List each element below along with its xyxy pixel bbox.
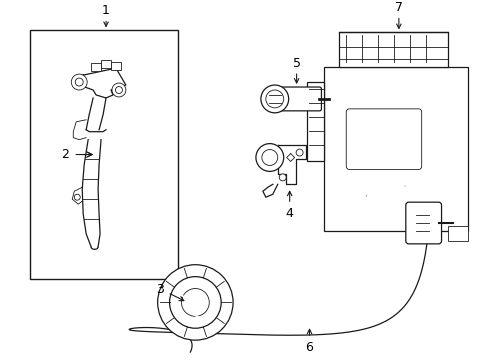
Bar — [448, 226, 468, 241]
Bar — [307, 82, 324, 162]
Circle shape — [256, 144, 284, 171]
Bar — [101, 60, 111, 68]
Bar — [29, 31, 178, 279]
Circle shape — [158, 265, 233, 340]
Text: 1: 1 — [102, 4, 110, 17]
Bar — [111, 62, 121, 70]
Text: ,: , — [364, 189, 367, 198]
Text: 3: 3 — [156, 283, 164, 296]
FancyBboxPatch shape — [346, 109, 422, 170]
Circle shape — [296, 149, 303, 156]
FancyBboxPatch shape — [406, 202, 441, 244]
Circle shape — [266, 90, 284, 108]
Text: 6: 6 — [306, 341, 314, 354]
Polygon shape — [182, 300, 191, 307]
Text: 5: 5 — [293, 57, 301, 70]
Text: 7: 7 — [395, 1, 403, 14]
Text: ,: , — [404, 181, 406, 187]
Text: 4: 4 — [286, 207, 294, 220]
Text: 2: 2 — [61, 148, 69, 161]
Bar — [91, 63, 101, 71]
Polygon shape — [278, 145, 306, 184]
Circle shape — [116, 86, 122, 94]
Circle shape — [279, 174, 286, 181]
FancyBboxPatch shape — [268, 87, 321, 111]
Circle shape — [262, 149, 278, 166]
Circle shape — [71, 74, 87, 90]
Circle shape — [74, 194, 80, 200]
Circle shape — [112, 83, 126, 97]
Circle shape — [170, 276, 221, 328]
Circle shape — [75, 78, 83, 86]
Circle shape — [181, 288, 209, 316]
Circle shape — [261, 85, 289, 113]
Bar — [339, 32, 448, 67]
Bar — [324, 67, 468, 231]
